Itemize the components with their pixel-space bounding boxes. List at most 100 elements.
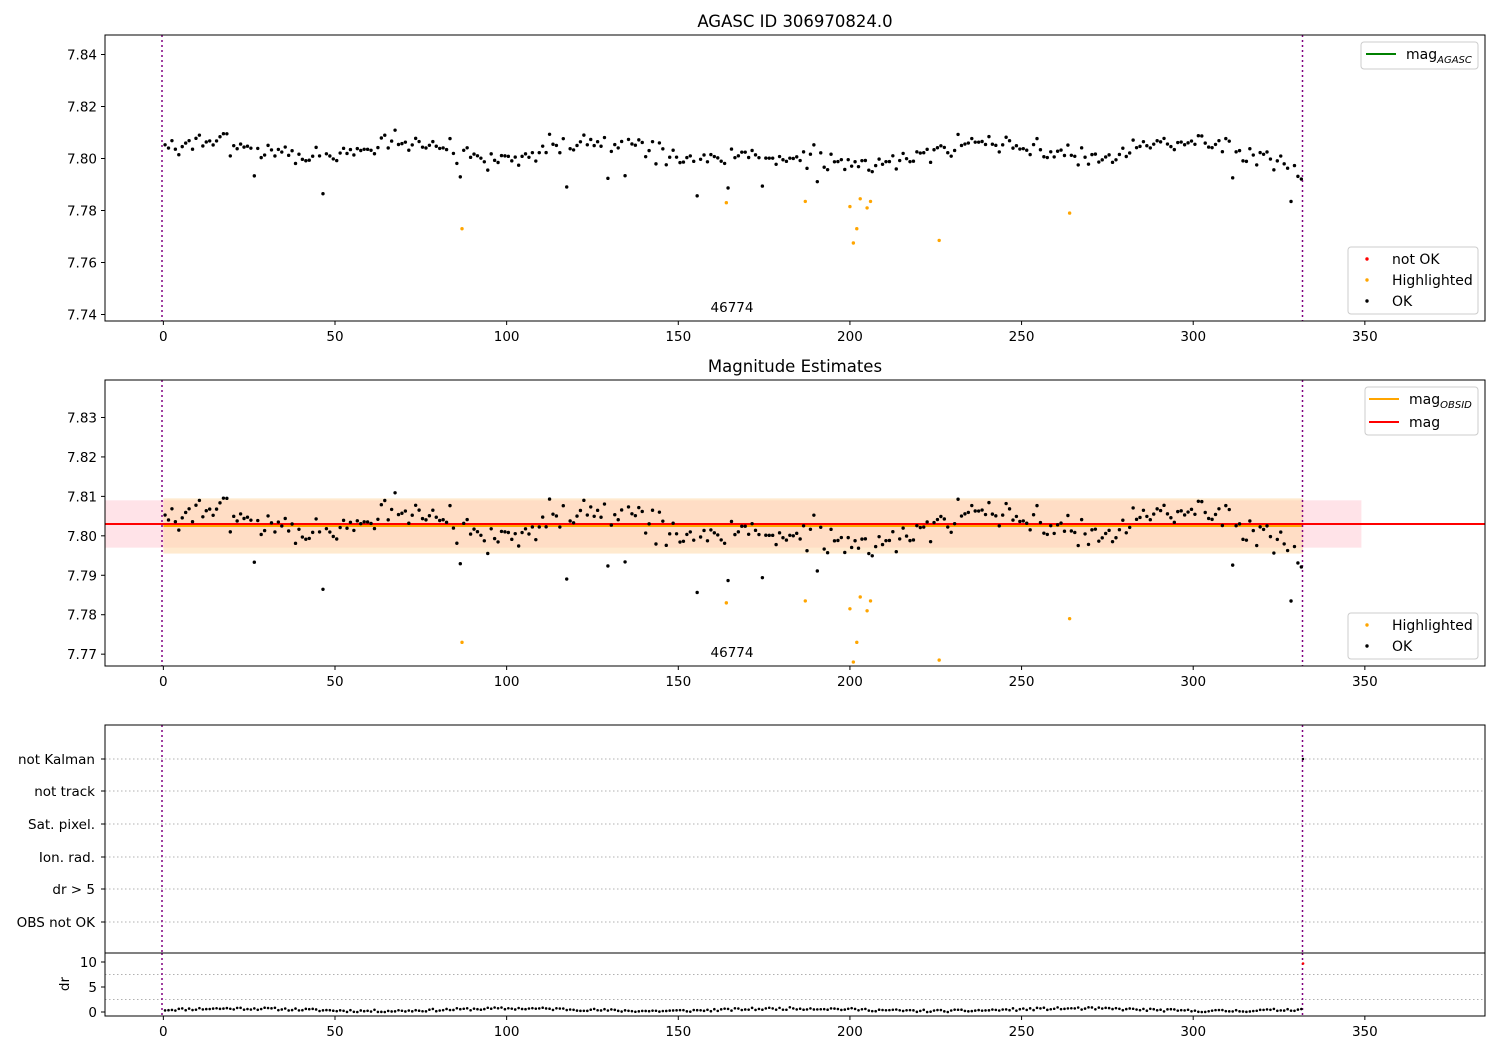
dr-point-ok	[383, 1010, 387, 1014]
x-tick-label: 100	[494, 674, 520, 690]
point-ok	[561, 504, 565, 508]
point-ok	[1121, 146, 1125, 150]
dr-point-ok	[194, 1008, 198, 1011]
dr-point-ok	[1155, 1008, 1159, 1012]
point-ok	[729, 147, 734, 151]
point-ok	[204, 509, 208, 513]
point-ok	[341, 146, 346, 151]
point-ok	[571, 148, 576, 152]
dr-point-ok	[1087, 1006, 1090, 1009]
point-ok	[873, 163, 878, 168]
dr-point-ok	[167, 1008, 170, 1012]
point-ok	[1152, 142, 1156, 146]
legend-label-not-ok: not OK	[1392, 252, 1440, 268]
dr-point-ok	[338, 1009, 342, 1012]
point-ok	[746, 155, 751, 160]
dr-point-ok	[1018, 1007, 1022, 1011]
x-tick-label: 0	[159, 1024, 168, 1040]
point-ok	[372, 152, 377, 156]
dr-point-ok	[1138, 1008, 1142, 1012]
point-ok	[1255, 543, 1259, 548]
point-ok	[331, 534, 335, 539]
dr-point-ok	[400, 1009, 404, 1013]
point-ok	[1200, 134, 1204, 138]
point-ok	[661, 147, 665, 151]
dr-point-ok	[524, 1007, 527, 1011]
point-ok	[736, 154, 741, 158]
dr-point-ok	[1179, 1008, 1183, 1012]
point-ok	[647, 148, 651, 153]
dr-point-ok	[211, 1007, 215, 1010]
point-ok	[489, 527, 493, 531]
dr-point-ok	[380, 1010, 383, 1014]
point-ok	[1244, 538, 1249, 542]
dr-point-ok	[1063, 1007, 1066, 1011]
dr-point-ok	[912, 1009, 915, 1012]
point-ok	[1299, 177, 1304, 181]
dr-point-ok	[599, 1009, 603, 1012]
point-ok	[1128, 525, 1132, 530]
point-ok	[455, 161, 459, 166]
point-ok	[695, 194, 699, 198]
dr-point-ok	[287, 1009, 290, 1012]
dr-point-ok	[846, 1007, 850, 1011]
dr-point-ok	[1162, 1010, 1166, 1013]
point-ok	[1189, 507, 1194, 512]
point-ok	[1227, 507, 1231, 512]
point-ok	[297, 527, 301, 532]
point-ok	[764, 533, 768, 537]
dr-point-ok	[973, 1009, 977, 1012]
point-ok	[458, 175, 462, 179]
point-ok	[1083, 155, 1087, 159]
dr-point-ok	[740, 1008, 744, 1012]
dr-point-ok	[325, 1008, 328, 1012]
x-tick-label: 250	[1009, 674, 1035, 690]
dr-point-ok	[1286, 1007, 1289, 1011]
point-ok	[475, 530, 480, 534]
point-ok	[534, 159, 538, 163]
point-ok	[1038, 148, 1043, 152]
dr-point-ok	[616, 1009, 620, 1013]
point-ok	[963, 142, 967, 146]
dr-point-ok	[445, 1007, 448, 1011]
obsid-label: 46774	[711, 300, 754, 316]
point-ok	[1038, 520, 1043, 525]
point-ok	[619, 139, 624, 144]
point-ok	[1124, 154, 1128, 159]
point-ok	[1103, 531, 1108, 536]
point-ok	[321, 587, 325, 591]
dr-point-ok	[1111, 1007, 1114, 1011]
point-highlighted	[865, 609, 869, 613]
dr-point-ok	[1001, 1008, 1004, 1011]
point-ok	[661, 519, 665, 523]
point-ok	[1059, 148, 1063, 152]
point-ok	[719, 159, 723, 163]
point-ok	[1200, 499, 1204, 504]
dr-point-ok	[1293, 1009, 1296, 1013]
point-ok	[970, 503, 974, 508]
point-ok	[214, 507, 219, 511]
point-ok	[238, 512, 243, 516]
point-ok	[609, 149, 614, 154]
point-ok	[808, 152, 813, 156]
dr-point-ok	[1231, 1010, 1234, 1013]
x-tick-label: 300	[1180, 674, 1206, 690]
point-ok	[643, 531, 648, 535]
dr-point-ok	[610, 1008, 613, 1011]
point-ok	[582, 498, 586, 503]
point-ok	[990, 142, 995, 146]
dr-point-ok	[1227, 1010, 1231, 1013]
point-ok	[898, 158, 902, 163]
point-ok	[1011, 518, 1015, 522]
point-ok	[554, 143, 559, 148]
dr-point-ok	[1234, 1008, 1238, 1012]
legend-status: Highlighted OK	[1347, 612, 1479, 660]
point-ok	[589, 505, 593, 509]
dr-point-ok	[242, 1008, 246, 1011]
point-ok	[225, 496, 229, 501]
dr-point-ok	[280, 1008, 284, 1011]
legend-status: not OK Highlighted OK	[1347, 246, 1479, 315]
dr-point-ok	[819, 1007, 823, 1011]
point-ok	[1279, 154, 1283, 158]
point-ok	[1251, 153, 1255, 157]
